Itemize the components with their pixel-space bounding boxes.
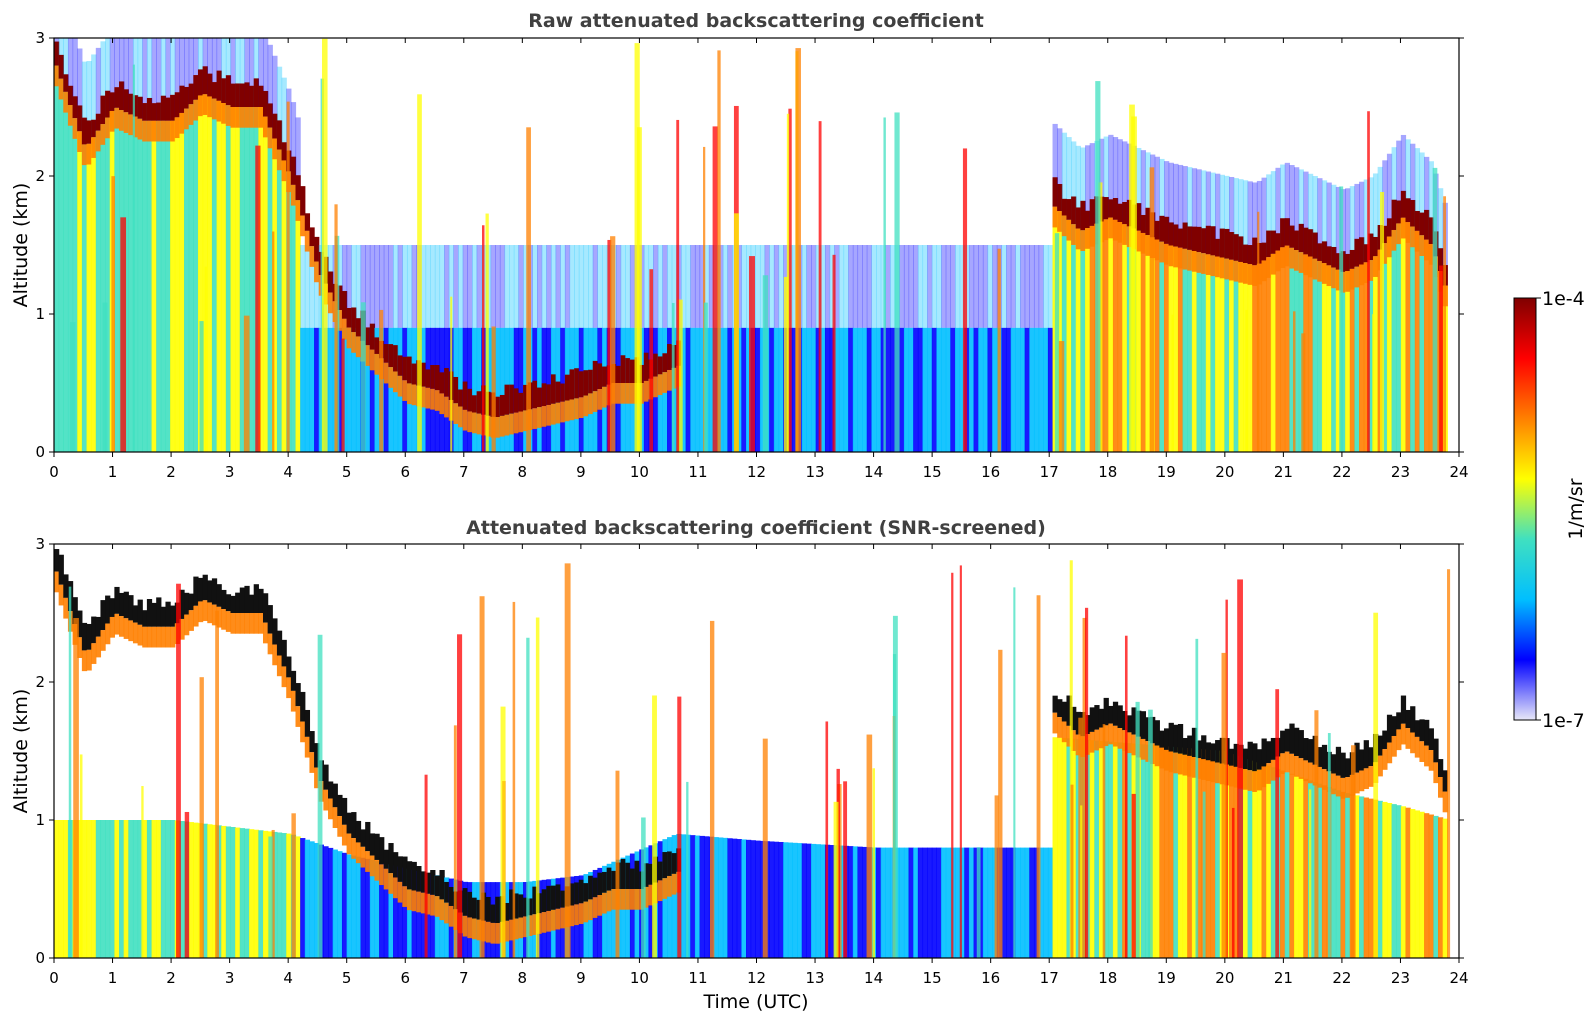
y-tick-label: 2 (35, 167, 45, 185)
y-tick-label: 2 (35, 673, 45, 691)
x-tick-label: 14 (864, 969, 883, 987)
x-tick-label: 8 (518, 969, 528, 987)
panel-screened-xlabel: Time (UTC) (702, 991, 808, 1013)
x-tick-label: 3 (225, 463, 235, 481)
x-tick-label: 21 (1274, 463, 1293, 481)
y-tick-label: 0 (35, 443, 45, 461)
x-tick-label: 10 (630, 969, 649, 987)
x-tick-label: 15 (923, 969, 942, 987)
x-tick-label: 5 (342, 969, 352, 987)
x-tick-label: 2 (166, 463, 176, 481)
x-tick-label: 10 (630, 463, 649, 481)
x-tick-label: 8 (518, 463, 528, 481)
x-tick-label: 3 (225, 969, 235, 987)
x-tick-label: 20 (1215, 463, 1234, 481)
x-tick-label: 12 (747, 463, 766, 481)
x-tick-label: 18 (1098, 463, 1117, 481)
x-tick-label: 4 (283, 969, 293, 987)
x-tick-label: 2 (166, 969, 176, 987)
x-tick-label: 22 (1332, 463, 1351, 481)
x-tick-label: 0 (49, 463, 59, 481)
x-tick-label: 17 (1040, 463, 1059, 481)
panel-screened-ylabel: Altitude (km) (10, 689, 32, 814)
x-tick-label: 9 (576, 969, 586, 987)
x-tick-label: 4 (283, 463, 293, 481)
panel-screened: Attenuated backscattering coefficient (S… (10, 517, 1469, 1013)
x-tick-label: 16 (981, 969, 1000, 987)
x-tick-label: 15 (923, 463, 942, 481)
x-tick-label: 24 (1449, 969, 1468, 987)
colorbar-max-label: 1e-4 (1542, 288, 1585, 310)
x-tick-label: 19 (1157, 463, 1176, 481)
panel-raw-y-axis: 0 1 2 3 (35, 29, 1464, 461)
panel-raw-x-axis: 0 1 2 3 4 5 6 7 8 9 10 11 12 13 14 15 16 17 18 19 20 21 22 23 24 (49, 38, 1469, 481)
y-tick-label: 3 (35, 535, 45, 553)
panel-raw: Raw attenuated backscattering coefficien… (10, 10, 1469, 481)
panel-screened-title: Attenuated backscattering coefficient (S… (466, 517, 1046, 539)
x-tick-label: 18 (1098, 969, 1117, 987)
x-tick-label: 19 (1157, 969, 1176, 987)
y-tick-label: 0 (35, 949, 45, 967)
x-tick-label: 23 (1391, 463, 1410, 481)
colorbar-gradient (1513, 297, 1537, 721)
x-tick-label: 6 (400, 969, 410, 987)
panel-raw-title: Raw attenuated backscattering coefficien… (528, 10, 984, 32)
panel-screened-x-axis: 0 1 2 3 4 5 6 7 8 9 10 11 12 13 14 15 16 17 18 19 20 21 22 23 24 (49, 544, 1469, 987)
x-tick-label: 24 (1449, 463, 1468, 481)
colorbar-min-label: 1e-7 (1542, 710, 1585, 732)
x-tick-label: 13 (805, 969, 824, 987)
panel-raw-ylabel: Altitude (km) (10, 183, 32, 308)
x-tick-label: 0 (49, 969, 59, 987)
colorbar: 1e-4 1e-7 1/m/sr (1513, 288, 1587, 732)
x-tick-label: 23 (1391, 969, 1410, 987)
panel-raw-heatmap (54, 38, 1448, 452)
x-tick-label: 5 (342, 463, 352, 481)
panel-screened-heatmap (54, 549, 1451, 958)
x-tick-label: 12 (747, 969, 766, 987)
x-tick-label: 7 (459, 463, 469, 481)
x-tick-label: 21 (1274, 969, 1293, 987)
y-tick-label: 1 (35, 811, 45, 829)
x-tick-label: 6 (400, 463, 410, 481)
x-tick-label: 1 (108, 463, 118, 481)
y-tick-label: 3 (35, 29, 45, 47)
x-tick-label: 1 (108, 969, 118, 987)
x-tick-label: 11 (688, 969, 707, 987)
x-tick-label: 14 (864, 463, 883, 481)
x-tick-label: 9 (576, 463, 586, 481)
x-tick-label: 17 (1040, 969, 1059, 987)
x-tick-label: 16 (981, 463, 1000, 481)
x-tick-label: 20 (1215, 969, 1234, 987)
x-tick-label: 11 (688, 463, 707, 481)
y-tick-label: 1 (35, 305, 45, 323)
panel-screened-y-axis: 0 1 2 3 (35, 535, 1464, 967)
colorbar-label: 1/m/sr (1565, 478, 1587, 539)
x-tick-label: 22 (1332, 969, 1351, 987)
x-tick-label: 13 (805, 463, 824, 481)
x-tick-label: 7 (459, 969, 469, 987)
